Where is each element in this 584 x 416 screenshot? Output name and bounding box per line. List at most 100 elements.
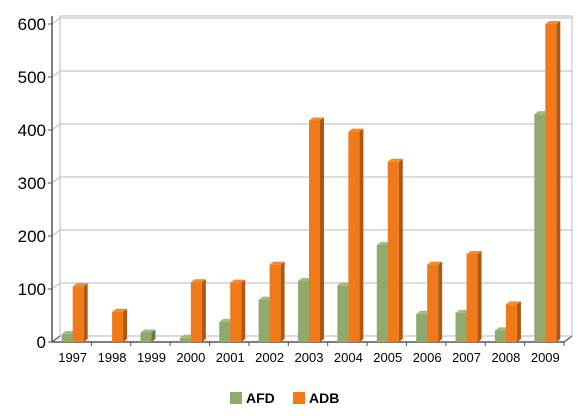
bar-front bbox=[376, 245, 388, 342]
bar-side bbox=[477, 251, 482, 342]
bar-side bbox=[516, 301, 521, 342]
bar-front bbox=[534, 114, 546, 342]
bar-adb-2006 bbox=[427, 261, 443, 342]
x-axis-ticks: 1997 1998 1999 2000 2001 2002 2003 2004 2005 2006… bbox=[58, 350, 560, 365]
bar-front bbox=[179, 337, 191, 342]
bar-front bbox=[505, 304, 517, 342]
legend-item-adb: ADB bbox=[293, 390, 339, 406]
y-tick-label: 400 bbox=[18, 121, 46, 140]
gridline-depth bbox=[51, 17, 61, 25]
bar-side bbox=[359, 128, 364, 342]
bar-top bbox=[505, 301, 521, 305]
x-tick-label: 2006 bbox=[413, 350, 442, 365]
bar-side bbox=[151, 329, 156, 342]
bar-front bbox=[387, 161, 399, 342]
x-tick-label: 2004 bbox=[334, 350, 363, 365]
y-tick-label: 500 bbox=[18, 68, 46, 87]
bar-front bbox=[466, 254, 478, 342]
bar-front bbox=[140, 332, 152, 342]
x-tick-label: 1998 bbox=[98, 350, 127, 365]
bars bbox=[61, 21, 561, 343]
legend-swatch bbox=[230, 392, 242, 404]
bar-front bbox=[258, 299, 270, 342]
bar-top bbox=[348, 128, 364, 132]
bar-side bbox=[201, 279, 206, 342]
bar-top bbox=[230, 279, 246, 283]
x-tick-label: 2000 bbox=[176, 350, 205, 365]
legend-label: ADB bbox=[309, 390, 339, 406]
bar-adb-2003 bbox=[309, 117, 324, 343]
bar-top bbox=[309, 117, 324, 121]
y-tick-label: 200 bbox=[18, 227, 46, 246]
bar-front bbox=[269, 264, 281, 342]
bar-front bbox=[61, 334, 73, 342]
bar-top bbox=[140, 329, 156, 333]
gridline-depth bbox=[51, 123, 61, 131]
bar-top bbox=[545, 21, 561, 24]
gridline-depth bbox=[51, 70, 61, 78]
bar-adb-2009 bbox=[545, 21, 561, 342]
bar-adb-2007 bbox=[466, 251, 482, 342]
legend-label: AFD bbox=[246, 390, 275, 406]
bar-top bbox=[112, 308, 128, 312]
bar-front bbox=[416, 313, 428, 342]
gridline-depth bbox=[51, 229, 61, 237]
legend: AFD ADB bbox=[230, 390, 339, 406]
bar-side bbox=[83, 283, 88, 342]
bar-adb-1997 bbox=[72, 283, 88, 342]
bar-top bbox=[269, 261, 285, 265]
x-tick-label: 2009 bbox=[531, 350, 560, 365]
bar-front bbox=[348, 131, 360, 342]
bar-top bbox=[387, 158, 403, 162]
y-tick-label: 100 bbox=[18, 280, 46, 299]
x-axis-depth-line bbox=[563, 335, 573, 343]
bar-adb-2001 bbox=[230, 279, 246, 342]
bar-front bbox=[230, 282, 242, 342]
y-tick-label: 0 bbox=[37, 333, 46, 352]
bar-front bbox=[337, 285, 349, 342]
x-tick-label: 2005 bbox=[373, 350, 402, 365]
x-tick-label: 2003 bbox=[295, 350, 324, 365]
bar-adb-2002 bbox=[269, 261, 285, 342]
bar-adb-2000 bbox=[190, 279, 206, 342]
floor-depth-line bbox=[51, 335, 61, 343]
bar-front bbox=[309, 120, 320, 343]
bar-front bbox=[455, 312, 467, 342]
bar-front bbox=[112, 311, 124, 342]
bar-top bbox=[190, 279, 206, 283]
bar-adb-2004 bbox=[348, 128, 364, 342]
bar-front bbox=[72, 286, 84, 342]
bar-top bbox=[427, 261, 443, 265]
bar-adb-2005 bbox=[387, 158, 403, 342]
y-tick-label: 600 bbox=[18, 15, 46, 34]
bar-front bbox=[219, 321, 231, 342]
bar-side bbox=[320, 117, 324, 343]
bar-side bbox=[241, 279, 246, 342]
bar-side bbox=[556, 21, 561, 342]
bar-front bbox=[190, 282, 202, 342]
x-tick-label: 1999 bbox=[137, 350, 166, 365]
bar-front bbox=[298, 281, 309, 342]
x-tick-label: 2008 bbox=[491, 350, 520, 365]
bar-front bbox=[494, 330, 506, 342]
bar-side bbox=[123, 308, 128, 342]
legend-swatch bbox=[293, 392, 305, 404]
x-tick-label: 2007 bbox=[452, 350, 481, 365]
bar-top bbox=[72, 283, 88, 287]
bar-top bbox=[466, 251, 482, 255]
bar-adb-1998 bbox=[112, 308, 128, 342]
bar-afd-1999 bbox=[140, 329, 156, 342]
bar-adb-2008 bbox=[505, 301, 521, 342]
bar-front bbox=[545, 24, 557, 342]
bar-front bbox=[427, 264, 439, 342]
x-tick-label: 1997 bbox=[58, 350, 87, 365]
x-tick-label: 2001 bbox=[216, 350, 245, 365]
y-axis-ticks: 0 100 200 300 400 500 600 bbox=[18, 15, 46, 352]
legend-item-afd: AFD bbox=[230, 390, 275, 406]
x-tick-label: 2002 bbox=[255, 350, 284, 365]
bar-side bbox=[398, 158, 403, 342]
bar-side bbox=[438, 261, 443, 342]
y-tick-label: 300 bbox=[18, 174, 46, 193]
gridline-depth bbox=[51, 282, 61, 290]
